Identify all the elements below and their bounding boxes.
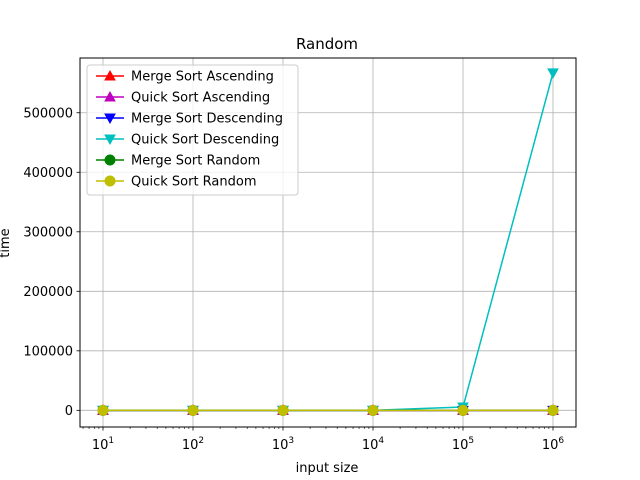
y-tick-label: 400000 (23, 166, 73, 181)
x-tick-label: 101 (92, 436, 114, 453)
data-point (367, 404, 379, 416)
x-tick-label-base: 10 (362, 438, 379, 453)
legend: Merge Sort Ascending Quick Sort Ascending… (86, 64, 299, 196)
x-tick-label-exponent: 5 (468, 436, 474, 446)
y-tick-label: 200000 (23, 285, 73, 300)
y-tick-label: 300000 (23, 225, 73, 240)
x-tick-label-exponent: 4 (378, 436, 384, 446)
legend-label: Merge Sort Random (131, 154, 260, 169)
legend-label: Quick Sort Random (131, 175, 257, 190)
x-tick-label-base: 10 (182, 438, 199, 453)
plot-series (97, 68, 559, 417)
x-tick-label-base: 10 (272, 438, 289, 453)
data-point (547, 404, 559, 416)
y-tick-label: 100000 (23, 344, 73, 359)
data-point (547, 68, 559, 79)
legend-marker (104, 154, 116, 166)
legend-marker (104, 90, 116, 102)
y-tick-label: 0 (65, 404, 73, 419)
x-tick-label: 102 (182, 436, 204, 453)
x-tick-label-exponent: 2 (198, 436, 204, 446)
legend-label: Merge Sort Ascending (131, 70, 274, 85)
x-tick-label-base: 10 (452, 438, 469, 453)
legend-label: Quick Sort Descending (131, 133, 279, 148)
x-tick-label: 104 (362, 436, 385, 453)
legend-label: Quick Sort Ascending (131, 91, 270, 106)
legend-marker (104, 113, 116, 125)
legend-marker (104, 69, 116, 81)
data-point (277, 404, 289, 416)
legend-marker (104, 134, 116, 146)
data-point (187, 404, 199, 416)
y-axis-label: time (0, 228, 13, 257)
x-axis-label: input size (296, 461, 359, 476)
x-tick-label: 103 (272, 436, 294, 453)
x-tick-label: 106 (542, 436, 565, 453)
x-tick-label: 105 (452, 436, 474, 453)
x-tick-label-exponent: 3 (288, 436, 294, 446)
x-tick-label-exponent: 6 (558, 436, 564, 446)
legend-box (86, 64, 299, 196)
x-tick-label-base: 10 (542, 438, 559, 453)
x-tick-label-base: 10 (92, 438, 109, 453)
y-tick-label: 500000 (23, 106, 73, 121)
x-tick-label-exponent: 1 (108, 436, 114, 446)
legend-marker (104, 175, 116, 187)
data-point (97, 404, 109, 416)
chart-title: Random (296, 35, 358, 53)
legend-label: Merge Sort Descending (131, 112, 283, 127)
plot-frame (79, 57, 577, 428)
data-point (457, 404, 469, 416)
